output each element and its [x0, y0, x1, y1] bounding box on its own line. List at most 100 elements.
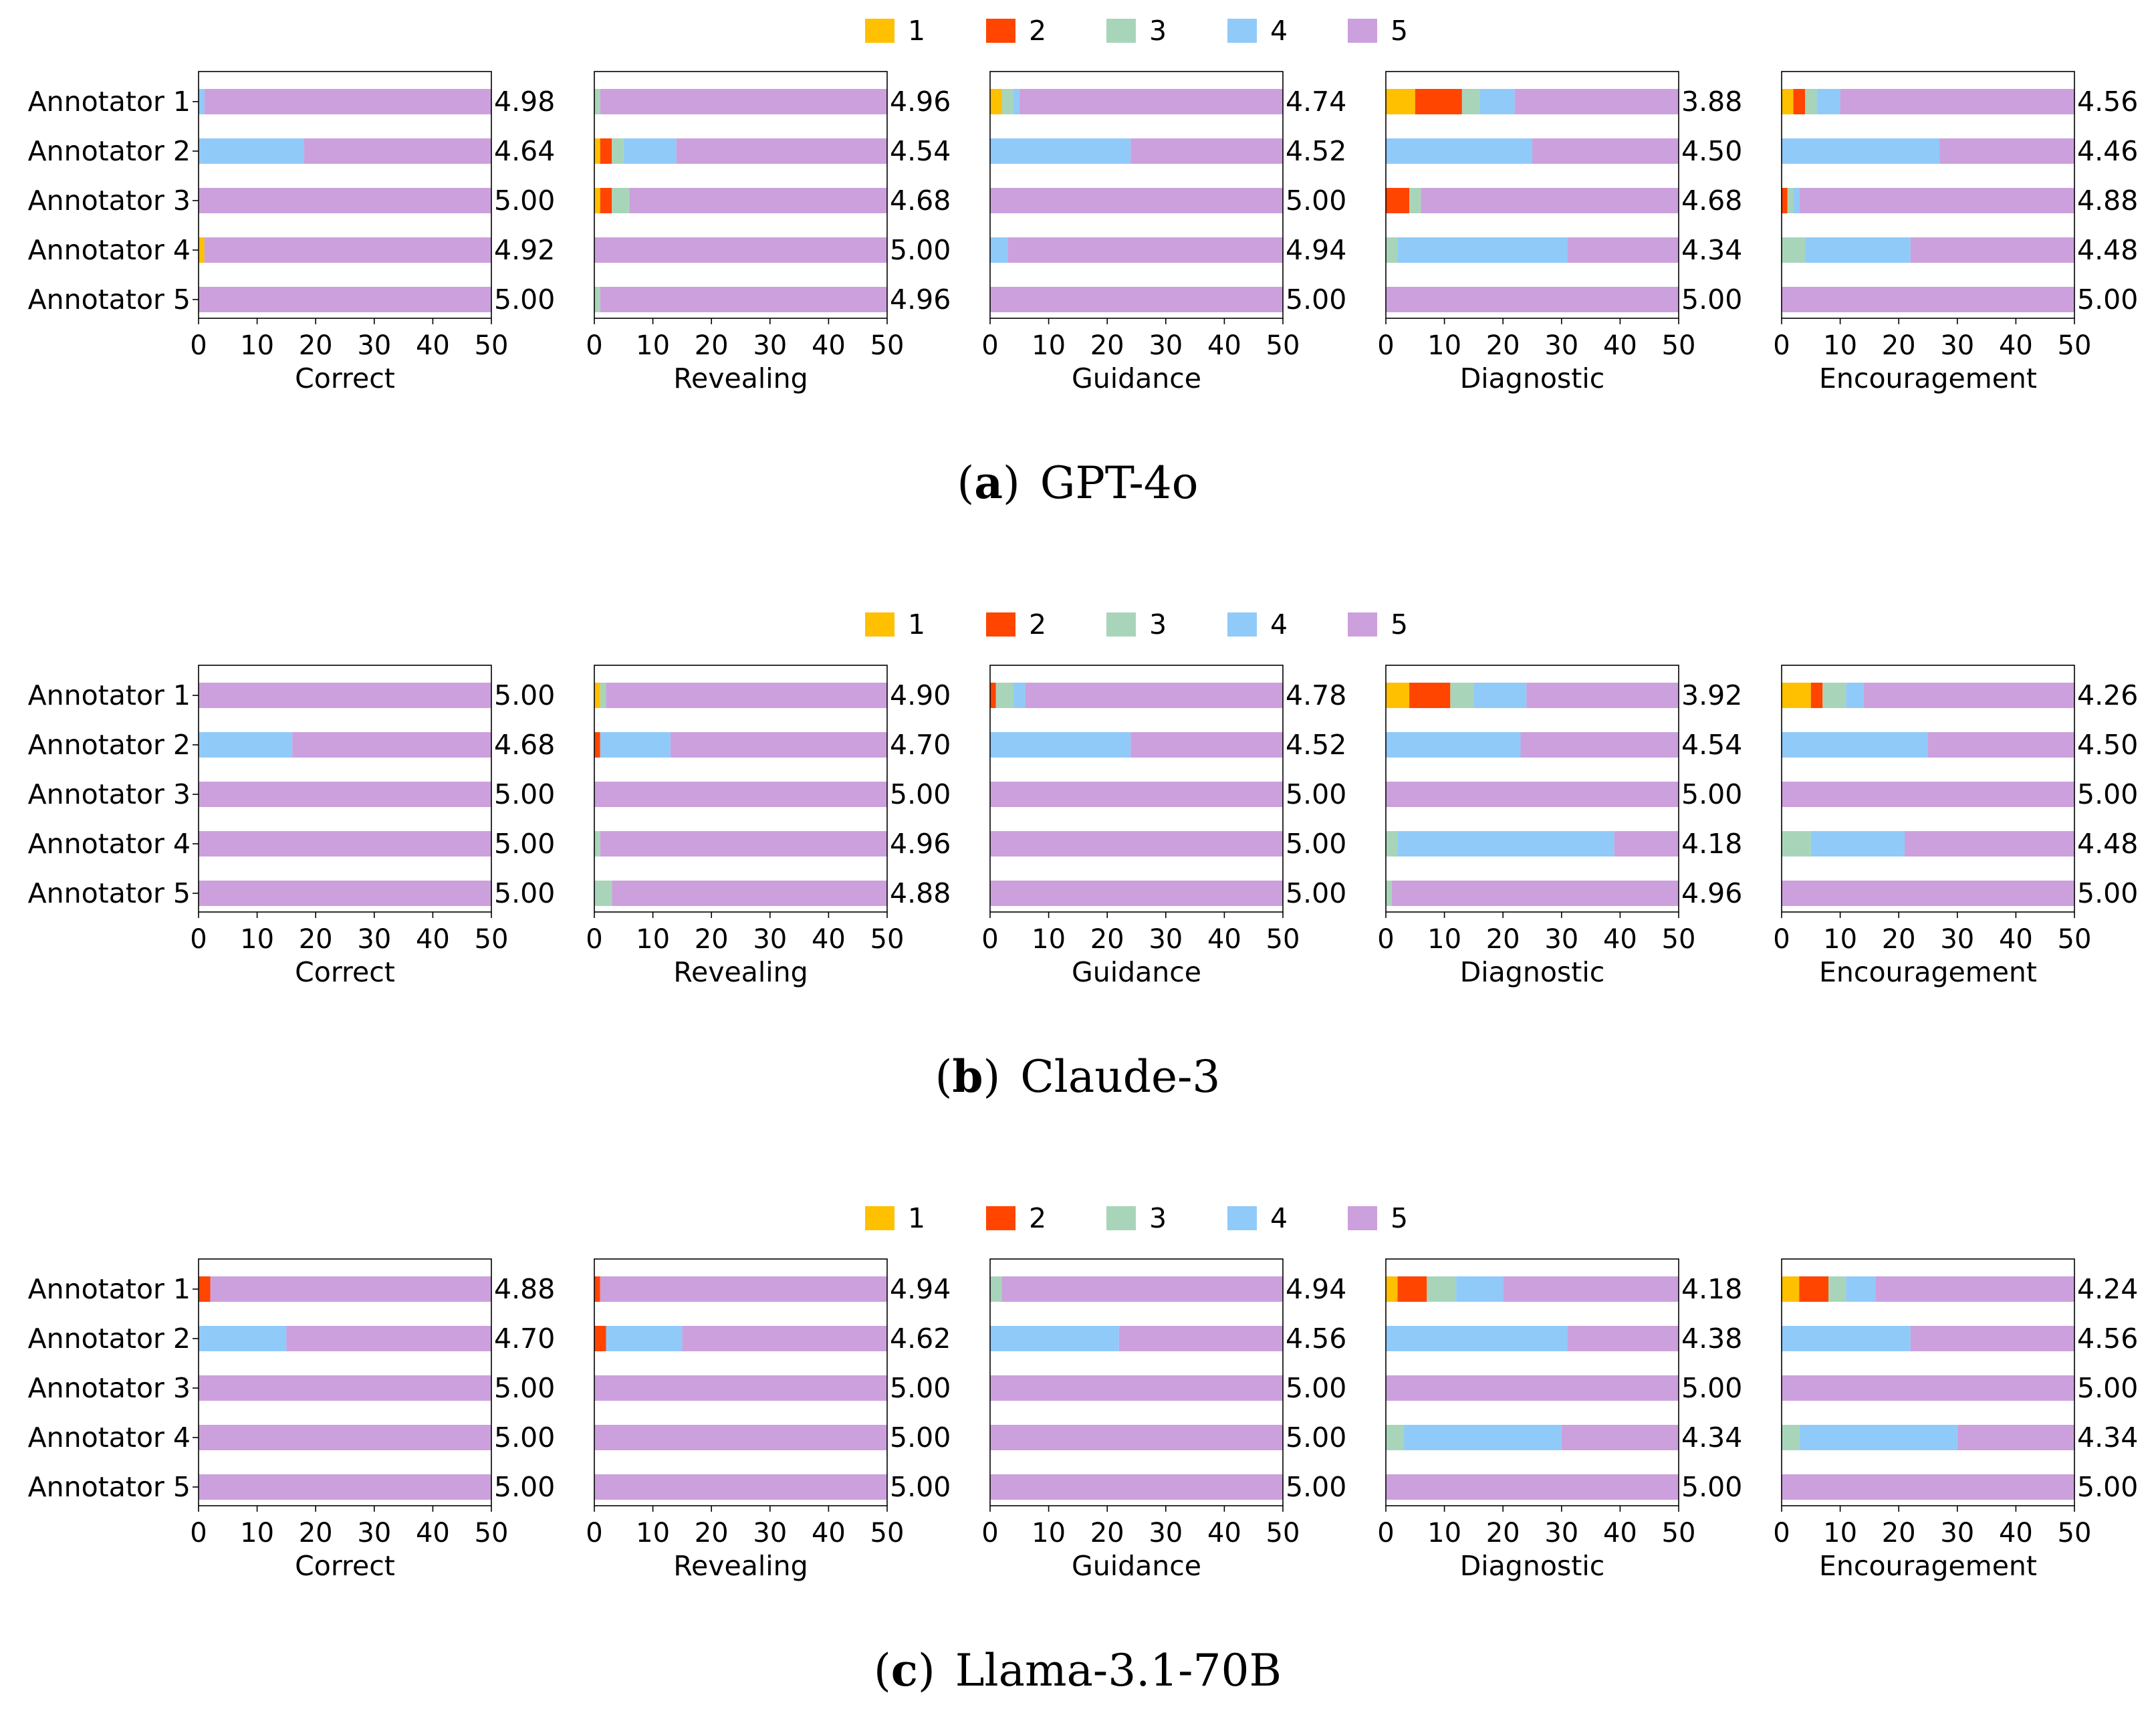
- x-tick-label: 30: [1149, 1518, 1183, 1549]
- panel-correct: 4.98 4.64 5.00 4.92 5.00 0 10 20 30 40 50 Correct An…: [28, 71, 555, 394]
- bar-segment-annotator-2-score-4: [1386, 732, 1521, 758]
- bar-segment-annotator-2-score-4: [990, 1326, 1119, 1351]
- x-tick-label: 10: [1427, 330, 1461, 361]
- bar-segment-annotator-2-score-4: [600, 732, 671, 758]
- mean-label: 4.50: [2077, 729, 2138, 761]
- bar-segment-annotator-3-score-5: [990, 782, 1283, 807]
- bar-segment-annotator-5-score-5: [990, 1474, 1283, 1500]
- bar-segment-annotator-1-score-3: [1001, 89, 1014, 114]
- panel-guidance: 4.78 4.52 5.00 5.00 5.00 0 10 20 30 40 50 Guidance: [981, 665, 1346, 988]
- legend-label-3: 3: [1149, 15, 1167, 47]
- bar-segment-annotator-4-score-3: [1782, 1425, 1800, 1450]
- mean-label: 4.46: [2077, 135, 2138, 167]
- legend-label-2: 2: [1029, 15, 1046, 47]
- bar-segment-annotator-3-score-3: [1409, 188, 1421, 213]
- mean-label: 5.00: [494, 283, 555, 316]
- mean-label: 4.74: [1286, 86, 1346, 118]
- bar-segment-annotator-3-score-2: [600, 188, 612, 213]
- mean-label: 4.98: [494, 86, 555, 118]
- x-tick-label: 0: [1377, 330, 1394, 361]
- x-axis-label: Revealing: [673, 956, 808, 988]
- bar-segment-annotator-2-score-4: [606, 1326, 683, 1351]
- mean-label: 5.00: [1286, 828, 1346, 860]
- subfigure-caption: (a) GPT-4o: [957, 457, 1199, 509]
- x-tick-label: 20: [1882, 924, 1916, 955]
- bar-segment-annotator-5-score-5: [1782, 881, 2074, 906]
- bar-segment-annotator-3-score-5: [1782, 1375, 2074, 1401]
- bar-segment-annotator-1-score-3: [1450, 683, 1474, 708]
- y-tick-label: Annotator 5: [28, 283, 191, 316]
- mean-label: 4.70: [494, 1323, 555, 1355]
- x-axis-label: Diagnostic: [1460, 956, 1605, 988]
- bar-segment-annotator-1-score-4: [1816, 89, 1840, 114]
- x-tick-label: 10: [1427, 924, 1461, 955]
- bar-segment-annotator-3-score-5: [594, 782, 887, 807]
- x-tick-label: 30: [1149, 924, 1183, 955]
- legend-swatch-2: [986, 1206, 1015, 1230]
- mean-label: 5.00: [494, 778, 555, 810]
- x-tick-label: 0: [1773, 1518, 1790, 1549]
- x-tick-label: 50: [1662, 330, 1696, 361]
- mean-label: 4.34: [2077, 1421, 2138, 1454]
- bar-segment-annotator-4-score-4: [1810, 831, 1905, 856]
- bar-segment-annotator-3-score-5: [199, 188, 491, 213]
- caption-paren-close: ): [983, 1051, 1001, 1103]
- mean-label: 4.34: [1681, 1421, 1742, 1454]
- mean-label: 5.00: [2077, 1372, 2138, 1404]
- x-axis-label: Encouragement: [1819, 1550, 2037, 1582]
- x-axis-label: Correct: [295, 362, 395, 394]
- bar-segment-annotator-5-score-5: [1386, 287, 1679, 312]
- bar-segment-annotator-5-score-5: [1391, 881, 1679, 906]
- bar-segment-annotator-1-score-4: [1013, 89, 1020, 114]
- legend-label-4: 4: [1270, 15, 1288, 47]
- x-tick-label: 30: [1149, 330, 1183, 361]
- x-tick-label: 0: [190, 1518, 207, 1549]
- bar-segment-annotator-3-score-4: [1793, 188, 1800, 213]
- x-tick-label: 50: [475, 1518, 509, 1549]
- bar-segment-annotator-1-score-3: [995, 683, 1014, 708]
- x-tick-label: 50: [1662, 924, 1696, 955]
- caption-title: Claude-3: [1020, 1051, 1220, 1103]
- bar-segment-annotator-4-score-5: [1910, 237, 2074, 263]
- x-tick-label: 40: [416, 1518, 450, 1549]
- x-tick-label: 10: [636, 1518, 670, 1549]
- x-tick-label: 0: [981, 924, 998, 955]
- x-tick-label: 40: [1207, 924, 1241, 955]
- bar-segment-annotator-1-score-3: [600, 683, 606, 708]
- chart-section-a: 1 2 3 4 5 4.98 4.64 5.00 4.92 5.00 0 10 20 30 40 50 Corr…: [28, 15, 2139, 509]
- bar-segment-annotator-2-score-4: [1782, 732, 1928, 758]
- mean-label: 4.94: [1286, 1273, 1346, 1305]
- bar-segment-annotator-5-score-5: [990, 287, 1283, 312]
- caption-paren-open: (: [957, 457, 975, 509]
- y-tick-label: Annotator 2: [28, 729, 191, 761]
- bar-segment-annotator-1-score-2: [990, 683, 996, 708]
- bar-segment-annotator-3-score-5: [629, 188, 887, 213]
- mean-label: 5.00: [2077, 283, 2138, 316]
- y-tick-label: Annotator 3: [28, 185, 191, 217]
- x-tick-label: 0: [586, 1518, 602, 1549]
- chart-section-b: 1 2 3 4 5 5.00 4.68 5.00 5.00 5.00 0 10 20 30 40 50 Corr…: [28, 608, 2139, 1103]
- legend-label-5: 5: [1391, 15, 1408, 47]
- x-tick-label: 10: [1823, 924, 1857, 955]
- mean-label: 5.00: [2077, 877, 2138, 909]
- x-tick-label: 20: [1882, 1518, 1916, 1549]
- bar-segment-annotator-1-score-2: [199, 1276, 211, 1302]
- bar-segment-annotator-2-score-5: [1118, 1326, 1283, 1351]
- axes-frame: [594, 665, 888, 913]
- axes-frame: [594, 1258, 888, 1506]
- mean-label: 4.78: [1286, 679, 1346, 711]
- bar-segment-annotator-1-score-2: [1397, 1276, 1427, 1302]
- x-tick-label: 20: [1090, 924, 1124, 955]
- x-tick-label: 0: [1773, 330, 1790, 361]
- x-tick-label: 40: [1999, 1518, 2033, 1549]
- mean-label: 3.92: [1681, 679, 1742, 711]
- legend-swatch-1: [865, 612, 894, 637]
- mean-label: 5.00: [1286, 185, 1346, 217]
- mean-label: 5.00: [494, 185, 555, 217]
- bar-segment-annotator-4-score-5: [990, 1425, 1283, 1450]
- x-tick-label: 10: [1032, 1518, 1066, 1549]
- x-tick-label: 20: [1882, 330, 1916, 361]
- bar-segment-annotator-1-score-3: [1461, 89, 1480, 114]
- mean-label: 4.70: [890, 729, 951, 761]
